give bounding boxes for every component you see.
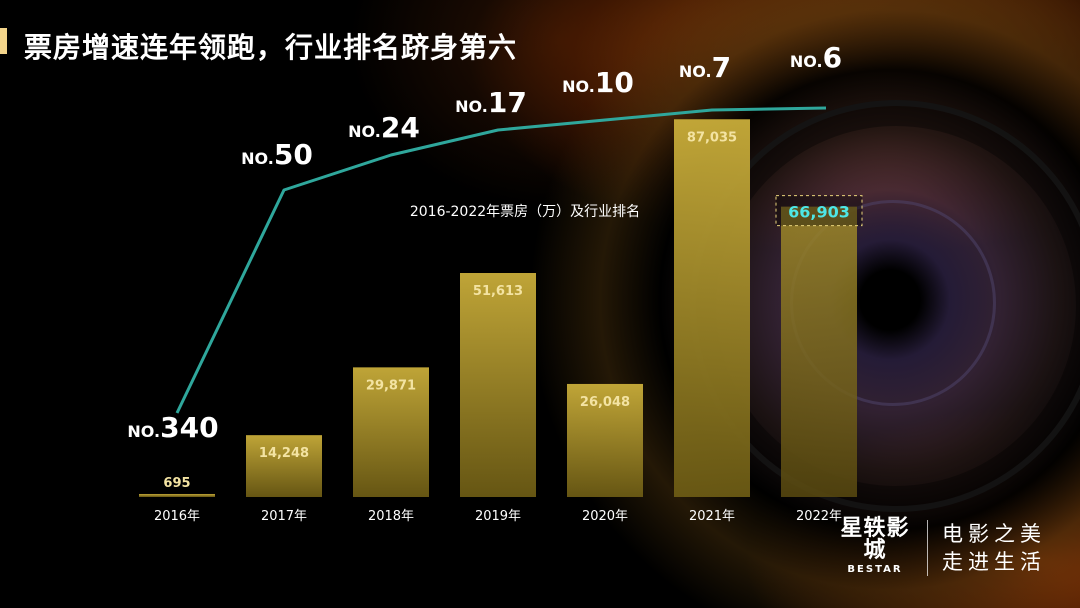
bar-2018年 (353, 367, 429, 497)
chart-title: 2016-2022年票房（万）及行业排名 (410, 204, 640, 220)
x-tick-label: 2020年 (582, 509, 628, 524)
brand-name-en: BESTAR (847, 564, 903, 575)
bar-2022年 (781, 206, 857, 497)
value-label: 29,871 (366, 378, 416, 393)
value-label: 14,248 (259, 446, 309, 461)
logo-divider (927, 520, 928, 576)
brand-logo: 星轶影城 BESTAR 电影之美 走进生活 (837, 518, 1046, 578)
bar-2021年 (674, 119, 750, 497)
title-accent-bar (0, 28, 7, 54)
x-tick-label: 2016年 (154, 509, 200, 524)
rank-label: NO.6 (790, 41, 842, 74)
x-tick-label: 2019年 (475, 509, 521, 524)
bar-2020年 (567, 383, 643, 497)
x-tick-label: 2021年 (689, 509, 735, 524)
rank-label: NO.10 (562, 66, 634, 99)
value-label: 26,048 (580, 395, 630, 410)
highlight-box (775, 195, 863, 227)
rank-label: NO.340 (127, 411, 218, 444)
value-label: 695 (163, 476, 190, 491)
x-tick-label: 2018年 (368, 509, 414, 524)
page-title: 票房增速连年领跑，行业排名跻身第六 (24, 31, 518, 64)
rank-label: NO.7 (679, 51, 731, 84)
value-label: 87,035 (687, 130, 737, 145)
bar-2019年 (460, 272, 536, 497)
brand-name-cn: 星轶影城 (840, 516, 910, 563)
rank-label: NO.17 (455, 86, 527, 119)
rank-line (175, 106, 827, 414)
bestar-logo-mark: 星轶影城 BESTAR (837, 518, 913, 578)
slogan: 电影之美 走进生活 (942, 520, 1046, 576)
bar-2017年 (246, 435, 322, 497)
slogan-line-2: 走进生活 (942, 550, 1046, 574)
bar-2016年 (139, 493, 215, 497)
rank-label: NO.50 (241, 138, 313, 171)
x-tick-label: 2017年 (261, 509, 307, 524)
value-label: 66,903 (788, 203, 850, 222)
value-label: 51,613 (473, 284, 523, 299)
slogan-line-1: 电影之美 (942, 522, 1046, 546)
x-tick-label: 2022年 (796, 509, 842, 524)
rank-label: NO.24 (348, 111, 420, 144)
